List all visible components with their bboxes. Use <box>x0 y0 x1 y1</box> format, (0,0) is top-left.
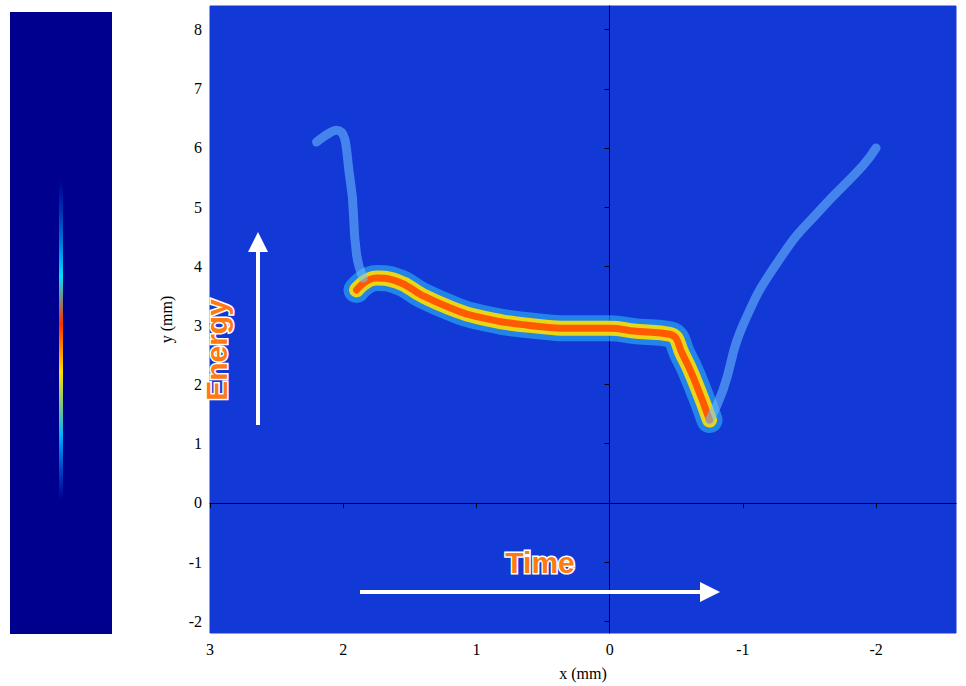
svg-text:4: 4 <box>194 258 202 275</box>
svg-text:-1: -1 <box>189 554 202 571</box>
svg-text:1: 1 <box>472 641 480 658</box>
svg-text:8: 8 <box>194 21 202 38</box>
svg-text:3: 3 <box>206 641 214 658</box>
svg-text:7: 7 <box>194 80 202 97</box>
svg-text:2: 2 <box>339 641 347 658</box>
svg-text:x (mm): x (mm) <box>559 665 607 683</box>
svg-text:0: 0 <box>606 641 614 658</box>
svg-text:Energy: Energy <box>200 299 233 401</box>
svg-text:y (mm): y (mm) <box>158 296 176 344</box>
svg-text:5: 5 <box>194 199 202 216</box>
svg-text:3: 3 <box>194 316 202 334</box>
svg-text:-2: -2 <box>189 613 202 630</box>
svg-text:6: 6 <box>194 139 202 156</box>
svg-text:0: 0 <box>194 494 202 511</box>
svg-text:1: 1 <box>194 435 202 452</box>
svg-text:2: 2 <box>194 376 202 394</box>
svg-text:-2: -2 <box>869 641 882 658</box>
svg-text:Time: Time <box>505 546 574 579</box>
svg-text:-1: -1 <box>736 641 749 658</box>
